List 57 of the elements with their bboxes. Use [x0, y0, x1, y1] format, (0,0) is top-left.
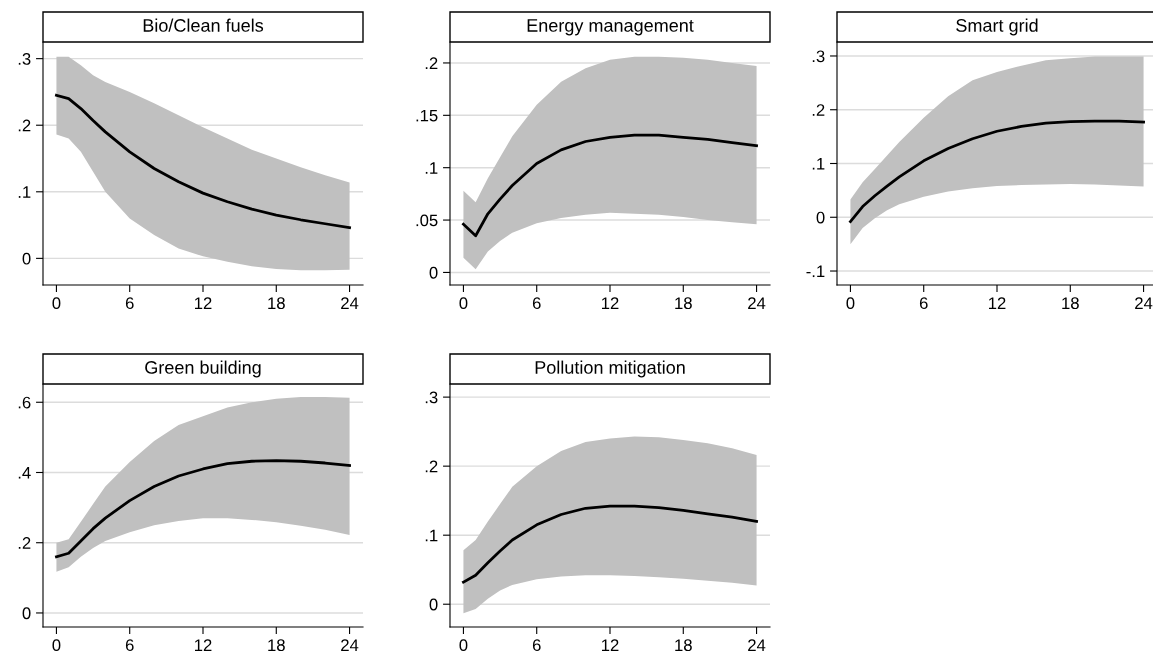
line-series [55, 93, 351, 230]
x-tick-label: 0 [459, 297, 468, 310]
x-tick-label: 12 [602, 639, 619, 651]
y-tick-label: 0 [22, 607, 31, 620]
x-tick-label: 0 [846, 297, 855, 310]
x-tick-label: 12 [195, 639, 212, 651]
chart-title: Green building [145, 360, 261, 378]
x-tick-label: 24 [341, 297, 359, 309]
y-tick-label: .2 [812, 104, 825, 116]
line-series [462, 504, 758, 584]
y-tick-label: .05 [416, 214, 438, 227]
x-tick-label: 0 [52, 297, 61, 310]
x-tick-label: 18 [675, 297, 692, 310]
y-tick-label: 0 [429, 598, 438, 611]
line-series [55, 459, 351, 559]
y-tick-label: 0 [429, 266, 438, 279]
line-series [462, 133, 758, 238]
y-tick-label: .15 [416, 109, 438, 122]
x-tick-label: 12 [602, 297, 619, 309]
y-tick-label: .6 [18, 396, 31, 409]
x-tick-label: 24 [341, 639, 359, 651]
chart-title: Smart grid [956, 18, 1038, 36]
x-tick-label: 12 [989, 297, 1006, 309]
x-tick-label: 0 [52, 639, 61, 652]
x-tick-label: 24 [748, 639, 766, 651]
y-tick-label: .3 [812, 50, 825, 63]
y-tick-label: .1 [812, 158, 825, 170]
x-tick-label: 24 [1135, 297, 1153, 309]
x-tick-label: 18 [268, 639, 285, 652]
x-tick-label: 6 [532, 297, 541, 310]
y-tick-label: .1 [18, 186, 31, 198]
x-tick-label: 6 [919, 297, 928, 310]
y-tick-label: .2 [18, 537, 31, 549]
x-tick-label: 0 [459, 639, 468, 652]
chart-title: Bio/Clean fuels [143, 18, 264, 32]
y-tick-label: .1 [425, 162, 438, 174]
x-tick-label: 6 [532, 639, 541, 652]
y-tick-label: .2 [425, 460, 438, 473]
y-tick-label: 0 [22, 252, 31, 265]
chart-title: Energy management [527, 19, 694, 36]
x-tick-label: 18 [268, 297, 285, 310]
x-tick-label: 24 [748, 297, 766, 309]
y-tick-label: .2 [425, 57, 438, 69]
y-tick-label: 0 [816, 211, 825, 224]
y-tick-label: -.1 [806, 265, 825, 278]
line-series [849, 119, 1145, 223]
x-tick-label: 6 [125, 639, 134, 652]
chart-title: Pollution mitigation [535, 360, 685, 378]
x-tick-label: 18 [675, 639, 692, 652]
y-tick-label: .1 [425, 529, 438, 542]
y-tick-label: .3 [18, 53, 31, 65]
x-tick-label: 6 [125, 297, 134, 310]
y-tick-label: .2 [18, 119, 31, 132]
y-tick-label: .4 [18, 467, 31, 479]
y-tick-label: .3 [425, 391, 438, 404]
x-tick-label: 12 [195, 297, 212, 309]
x-tick-label: 18 [1062, 297, 1079, 310]
